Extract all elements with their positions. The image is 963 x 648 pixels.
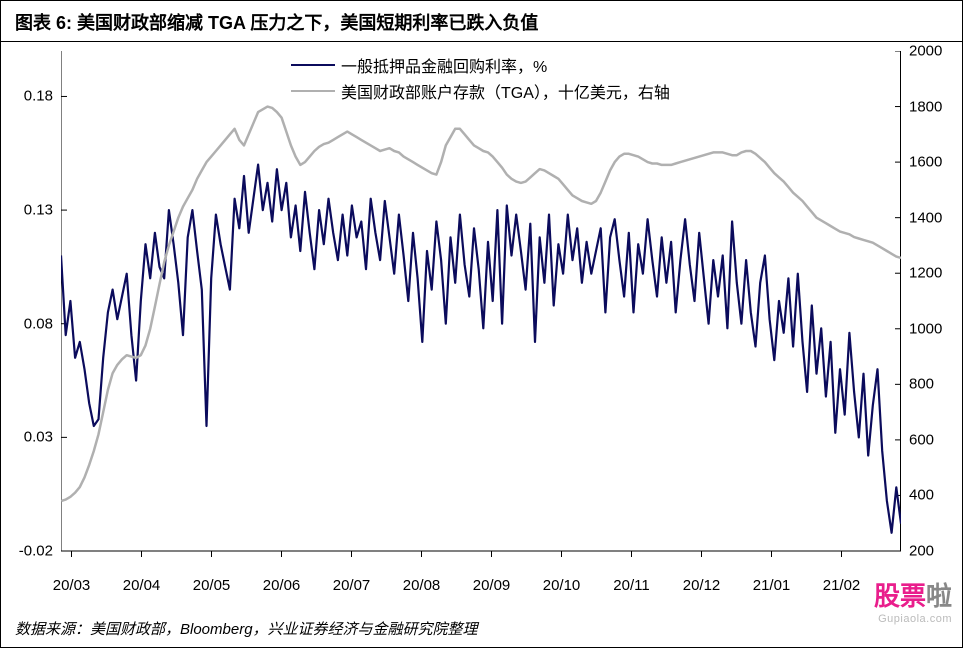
y-right-tick: 1400 [901, 209, 951, 226]
chart-title: 图表 6: 美国财政部缩减 TGA 压力之下，美国短期利率已跌入负值 [1, 1, 962, 42]
y-right-tick: 1800 [901, 98, 951, 115]
y-left-tick: -0.02 [11, 543, 61, 560]
x-tick: 20/06 [263, 571, 301, 594]
y-left-tick: 0.18 [11, 88, 61, 105]
watermark-text-pink: 股票 [874, 581, 926, 611]
x-tick: 21/02 [823, 571, 861, 594]
x-tick: 20/03 [53, 571, 91, 594]
data-source: 数据来源：美国财政部，Bloomberg，兴业证券经济与金融研究院整理 [15, 618, 478, 639]
chart-container: 图表 6: 美国财政部缩减 TGA 压力之下，美国短期利率已跌入负值 一般抵押品… [0, 0, 963, 648]
watermark-url: Gupiaola.com [874, 613, 952, 625]
y-left-tick: 0.08 [11, 315, 61, 332]
x-tick: 20/07 [333, 571, 371, 594]
x-tick: 21/01 [753, 571, 791, 594]
x-tick: 20/09 [473, 571, 511, 594]
x-tick: 20/11 [613, 571, 649, 594]
x-tick: 20/10 [543, 571, 581, 594]
y-right-tick: 600 [901, 431, 951, 448]
series-repo_rate [61, 165, 901, 533]
y-left-tick: 0.03 [11, 429, 61, 446]
x-tick: 20/05 [193, 571, 231, 594]
y-left-tick: 0.13 [11, 202, 61, 219]
y-right-tick: 800 [901, 376, 951, 393]
x-tick: 20/08 [403, 571, 441, 594]
x-tick: 20/12 [683, 571, 721, 594]
y-right-tick: 200 [901, 543, 951, 560]
watermark-text-gray: 啦 [926, 581, 952, 611]
watermark: 股票啦 Gupiaola.com [874, 576, 952, 625]
y-right-tick: 400 [901, 487, 951, 504]
plot-area: 一般抵押品金融回购利率，% 美国财政部账户存款（TGA），十亿美元，右轴 -0.… [61, 51, 901, 571]
y-right-tick: 1600 [901, 154, 951, 171]
x-tick: 20/04 [123, 571, 161, 594]
y-right-tick: 2000 [901, 43, 951, 60]
y-right-tick: 1000 [901, 320, 951, 337]
y-right-tick: 1200 [901, 265, 951, 282]
